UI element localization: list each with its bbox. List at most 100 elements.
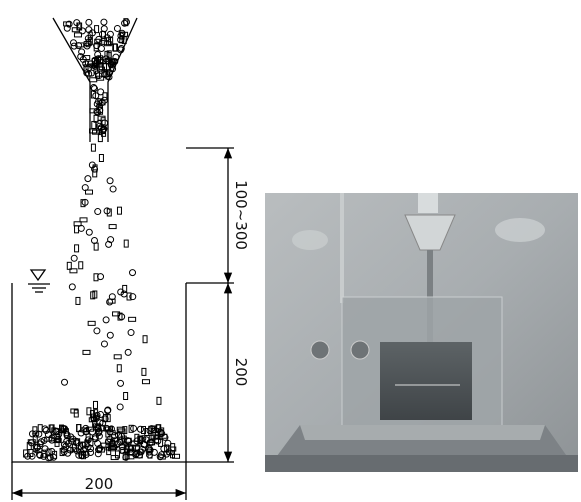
- particle: [138, 445, 146, 453]
- particle: [91, 58, 97, 67]
- particle: [79, 217, 88, 223]
- particle: [64, 449, 72, 457]
- dimension-lines: [11, 147, 234, 500]
- particle: [123, 392, 129, 401]
- particle: [122, 426, 128, 435]
- particle: [87, 320, 96, 326]
- particle: [82, 349, 91, 355]
- particle: [28, 449, 34, 458]
- particle: [121, 19, 129, 27]
- particle: [106, 208, 112, 217]
- particle: [102, 92, 108, 101]
- particle: [118, 313, 126, 321]
- particle: [90, 415, 98, 423]
- particle: [128, 424, 134, 433]
- particle: [32, 426, 38, 435]
- particle: [73, 439, 81, 447]
- particle: [122, 453, 130, 461]
- particle: [97, 88, 105, 96]
- particle: [91, 165, 99, 173]
- particle: [141, 367, 147, 376]
- particle: [116, 206, 122, 215]
- particle: [92, 92, 100, 100]
- particle: [141, 379, 150, 385]
- particle: [80, 199, 86, 208]
- particle: [82, 60, 90, 68]
- particle: [32, 434, 38, 443]
- particle: [116, 364, 122, 373]
- particle: [83, 64, 89, 73]
- particle: [156, 396, 162, 405]
- particle: [117, 32, 125, 40]
- particle: [106, 52, 112, 61]
- particle: [23, 449, 29, 458]
- particle: [93, 327, 101, 335]
- particle: [94, 208, 102, 216]
- particle: [133, 437, 141, 445]
- particle: [114, 450, 120, 459]
- particle: [86, 426, 95, 432]
- particle: [73, 221, 82, 227]
- particle: [108, 61, 117, 67]
- particle: [105, 240, 113, 248]
- particle: [121, 435, 127, 444]
- particle: [106, 177, 114, 185]
- particle: [108, 224, 117, 230]
- particle: [94, 25, 100, 34]
- particle: [68, 283, 76, 291]
- particle: [123, 437, 132, 443]
- particle: [89, 128, 98, 134]
- particle: [93, 43, 99, 52]
- particle: [112, 53, 120, 61]
- particle: [100, 18, 108, 26]
- particle: [117, 36, 125, 44]
- particle: [28, 439, 36, 447]
- particle: [60, 441, 68, 449]
- particle: [136, 425, 144, 433]
- particle: [93, 273, 99, 282]
- schematic: [11, 17, 234, 500]
- particle: [137, 435, 143, 444]
- particle: [97, 134, 103, 143]
- particle: [102, 316, 110, 324]
- particle: [80, 427, 89, 433]
- particle: [78, 261, 84, 270]
- particle: [93, 242, 99, 251]
- particle: [108, 58, 116, 66]
- particle: [77, 224, 85, 232]
- particle: [66, 261, 72, 270]
- particle: [63, 430, 71, 438]
- particle: [41, 449, 47, 458]
- particle: [96, 106, 104, 114]
- particle: [98, 154, 104, 163]
- particle: [84, 175, 92, 183]
- particle: [129, 269, 137, 277]
- particle: [157, 429, 163, 438]
- photo: [265, 193, 578, 472]
- particle: [92, 414, 100, 422]
- particle: [123, 444, 129, 453]
- particle: [99, 126, 107, 134]
- particle: [82, 55, 91, 61]
- particle: [90, 83, 98, 91]
- particle: [44, 454, 52, 462]
- particle: [128, 316, 137, 322]
- particle: [87, 60, 95, 68]
- particle: [90, 85, 98, 93]
- particle: [123, 239, 129, 248]
- particle: [124, 348, 132, 356]
- particle: [129, 293, 137, 301]
- particle: [88, 161, 96, 169]
- particle: [113, 354, 122, 360]
- particle: [101, 69, 107, 78]
- particle: [40, 436, 48, 444]
- particle: [130, 424, 138, 432]
- particle: [74, 244, 80, 253]
- particle: [73, 409, 79, 418]
- particle: [33, 444, 41, 452]
- particle: [126, 292, 132, 301]
- particle: [134, 433, 140, 442]
- tank: [11, 283, 187, 463]
- particle: [100, 25, 108, 33]
- particle: [99, 419, 107, 427]
